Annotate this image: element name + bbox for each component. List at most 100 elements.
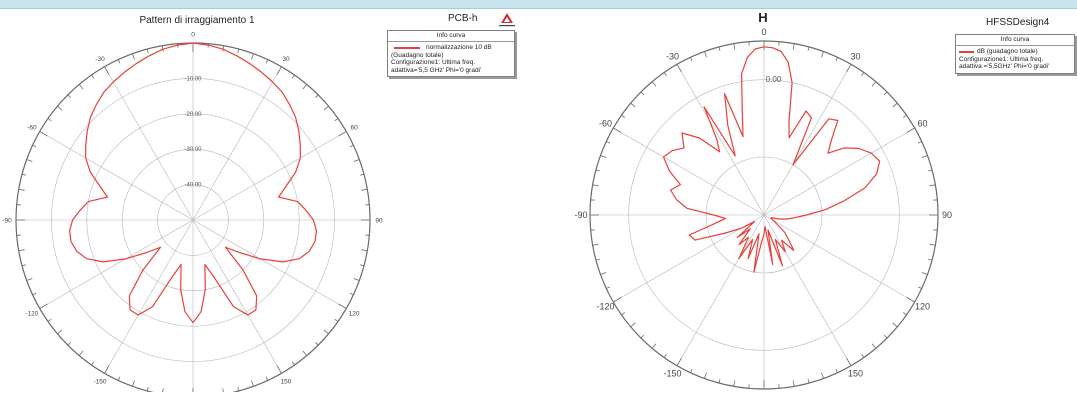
ring-label: -20.00 xyxy=(184,112,202,118)
tick-mark xyxy=(621,115,624,117)
tick-mark xyxy=(335,319,338,321)
legend-line-3: Configurazione1: Ultima freq. xyxy=(391,59,511,67)
tick-mark xyxy=(27,159,33,161)
tick-mark xyxy=(690,369,692,373)
grid-spoke xyxy=(193,67,282,220)
tick-mark xyxy=(292,75,294,78)
angle-label: 60 xyxy=(350,124,358,131)
legend-series-name: normalizzazione 10 dB xyxy=(426,44,492,52)
tick-mark xyxy=(719,47,720,51)
angle-label: 150 xyxy=(281,378,292,385)
tick-mark xyxy=(338,132,346,137)
ring-label: -40.00 xyxy=(184,183,202,189)
angle-label: 60 xyxy=(917,119,927,129)
angle-label: 150 xyxy=(848,369,863,379)
legend-line-3: Configurazione1: Ultima freq. xyxy=(959,56,1071,64)
angle-label: -120 xyxy=(597,302,615,312)
tick-mark xyxy=(132,381,134,387)
tick-mark xyxy=(918,287,922,289)
tick-mark xyxy=(48,118,51,120)
tick-mark xyxy=(338,304,346,309)
tick-mark xyxy=(277,67,282,75)
tick-mark xyxy=(27,278,33,280)
tick-mark xyxy=(652,82,656,87)
ring-label: -10.00 xyxy=(184,76,202,82)
tick-mark xyxy=(928,259,932,260)
tick-mark xyxy=(292,362,294,365)
tick-mark xyxy=(266,377,268,381)
curve-info-legend: Info curva normalizzazione 10 dB (Guadag… xyxy=(387,30,515,77)
tick-mark xyxy=(91,362,93,365)
tick-mark xyxy=(19,189,25,190)
angle-label: 30 xyxy=(282,56,290,63)
tick-mark xyxy=(922,272,928,274)
grid-spoke xyxy=(193,220,282,373)
polar-grid xyxy=(16,43,370,392)
tick-mark xyxy=(596,259,600,260)
design-name: HFSSDesign4 xyxy=(986,17,1049,28)
tick-mark xyxy=(641,335,644,338)
tick-mark xyxy=(57,106,62,110)
tick-mark xyxy=(277,365,282,373)
tick-mark xyxy=(704,51,706,57)
tick-mark xyxy=(266,60,268,64)
tick-mark xyxy=(593,244,599,245)
tick-mark xyxy=(600,272,606,274)
tick-mark xyxy=(903,313,906,315)
tick-mark xyxy=(664,72,666,75)
angle-label: -150 xyxy=(93,378,106,385)
tick-mark xyxy=(907,298,915,303)
tick-mark xyxy=(893,323,898,327)
tick-mark xyxy=(354,278,360,280)
tick-mark xyxy=(91,75,93,78)
tick-mark xyxy=(132,54,134,60)
angle-label: -120 xyxy=(25,310,38,317)
tick-mark xyxy=(907,128,915,133)
tick-mark xyxy=(361,250,367,251)
angle-label: -150 xyxy=(663,369,681,379)
grid-spoke xyxy=(40,220,193,309)
tick-mark xyxy=(350,293,354,295)
legend-line-4: adattiva='5,5 GHz' Phi='0 gradi' xyxy=(391,67,511,75)
tick-mark xyxy=(690,57,692,61)
tick-mark xyxy=(360,174,364,175)
tick-mark xyxy=(872,82,876,87)
tick-mark xyxy=(847,64,852,72)
tick-mark xyxy=(303,84,307,89)
tick-mark xyxy=(631,323,636,327)
tick-mark xyxy=(350,145,354,147)
tick-mark xyxy=(335,118,338,120)
tick-mark xyxy=(922,155,928,157)
tick-mark xyxy=(596,170,600,171)
ring-label: -30.00 xyxy=(184,147,202,153)
tick-mark xyxy=(704,373,706,379)
series-swatch xyxy=(959,51,974,53)
angle-label: -60 xyxy=(27,124,37,131)
tick-mark xyxy=(808,47,809,51)
series-swatch xyxy=(394,47,420,49)
angle-label: 90 xyxy=(375,217,383,224)
tick-mark xyxy=(19,250,25,251)
tick-mark xyxy=(677,358,682,366)
tick-mark xyxy=(847,358,852,366)
grid-spoke xyxy=(40,132,193,221)
chart-title: H xyxy=(758,10,767,25)
tick-mark xyxy=(631,103,636,107)
tick-mark xyxy=(238,49,239,53)
ring-labels: -10.00 -20.00 -30.00 -40.00 xyxy=(184,76,202,188)
tick-mark xyxy=(719,379,720,383)
tick-mark xyxy=(315,342,318,345)
angle-label: 120 xyxy=(915,302,930,312)
tick-mark xyxy=(903,115,906,117)
tick-mark xyxy=(40,132,48,137)
tick-mark xyxy=(105,365,110,373)
tick-mark xyxy=(40,304,48,309)
tick-mark xyxy=(361,189,367,190)
tick-mark xyxy=(118,60,120,64)
tick-mark xyxy=(929,244,935,245)
tick-mark xyxy=(79,84,83,89)
tick-mark xyxy=(147,387,148,391)
angle-label: 30 xyxy=(850,52,860,62)
